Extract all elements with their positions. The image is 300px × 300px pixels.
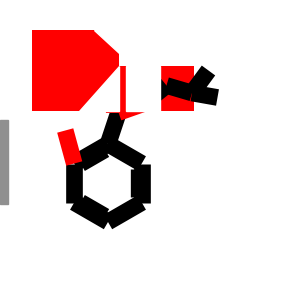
Bar xyxy=(0,120,8,204)
FancyBboxPatch shape xyxy=(32,30,119,111)
Polygon shape xyxy=(79,66,118,111)
Polygon shape xyxy=(126,66,160,111)
FancyBboxPatch shape xyxy=(110,66,194,111)
Polygon shape xyxy=(94,30,118,53)
